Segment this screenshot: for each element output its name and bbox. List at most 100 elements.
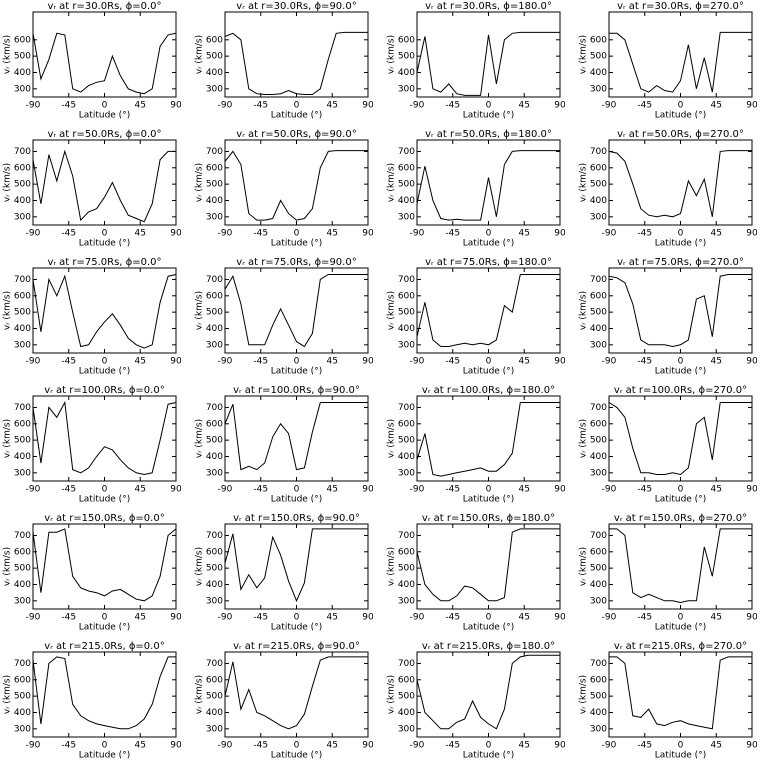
y-tick-label: 600 xyxy=(14,35,31,45)
x-tick-label: 90 xyxy=(362,613,374,623)
x-tick-label: 45 xyxy=(135,101,146,111)
data-line xyxy=(32,149,176,223)
x-tick-label: 0 xyxy=(678,741,684,751)
x-tick-label: 45 xyxy=(135,485,146,495)
x-tick-label: -45 xyxy=(253,357,268,367)
x-axis-label: Latitude (°) xyxy=(271,495,322,505)
x-tick-label: 0 xyxy=(678,229,684,239)
y-tick-label: 600 xyxy=(590,163,607,173)
plot-frame xyxy=(416,11,561,98)
x-tick-label: 45 xyxy=(327,229,338,239)
y-tick-label: 600 xyxy=(206,419,223,429)
chart-title: vᵣ at r=150.0Rs, ϕ=0.0° xyxy=(44,513,164,524)
y-tick-label: 300 xyxy=(14,468,31,478)
data-line xyxy=(416,528,560,602)
x-tick-label: 0 xyxy=(486,741,492,751)
data-line xyxy=(416,654,560,730)
x-tick-label: 0 xyxy=(294,485,300,495)
x-axis-label: Latitude (°) xyxy=(463,623,514,633)
x-tick-label: -45 xyxy=(253,741,268,751)
x-tick-label: 90 xyxy=(362,101,374,111)
x-tick-label: 0 xyxy=(678,485,684,495)
x-tick-label: -90 xyxy=(410,741,425,751)
data-line xyxy=(608,150,752,218)
data-line xyxy=(32,656,176,730)
y-tick-label: 700 xyxy=(206,403,223,413)
y-tick-label: 500 xyxy=(206,436,223,446)
x-tick-label: 0 xyxy=(486,101,492,111)
y-tick-label: 400 xyxy=(590,708,607,718)
x-tick-label: 90 xyxy=(554,357,566,367)
x-tick-label: 90 xyxy=(746,485,758,495)
y-tick-label: 500 xyxy=(590,692,607,702)
y-tick-label: 600 xyxy=(398,35,415,45)
y-tick-label: 600 xyxy=(206,547,223,557)
y-axis-label: vᵣ (km/s) xyxy=(195,675,205,714)
y-tick-label: 400 xyxy=(590,68,607,78)
x-tick-label: 90 xyxy=(746,101,758,111)
x-tick-label: 90 xyxy=(362,741,374,751)
y-axis-label: vᵣ (km/s) xyxy=(3,163,13,202)
y-tick-label: 500 xyxy=(398,180,415,190)
data-line xyxy=(416,150,560,221)
x-tick-label: -45 xyxy=(61,741,76,751)
y-axis-label: vᵣ (km/s) xyxy=(195,35,205,74)
y-tick-label: 300 xyxy=(206,468,223,478)
x-tick-label: 90 xyxy=(554,229,566,239)
x-tick-label: -45 xyxy=(637,229,652,239)
x-axis-label: Latitude (°) xyxy=(79,111,130,121)
y-tick-label: 400 xyxy=(590,196,607,206)
data-line xyxy=(609,528,752,604)
chart-title: vᵣ at r=150.0Rs, ϕ=180.0° xyxy=(422,513,555,524)
data-line xyxy=(32,32,177,95)
y-axis-label: vᵣ (km/s) xyxy=(195,547,205,586)
y-tick-label: 500 xyxy=(206,52,223,62)
data-line xyxy=(224,656,368,730)
y-tick-label: 500 xyxy=(590,436,607,446)
y-tick-label: 600 xyxy=(206,675,223,685)
data-line xyxy=(224,150,368,221)
y-tick-label: 300 xyxy=(398,596,415,606)
y-axis-label: vᵣ (km/s) xyxy=(195,419,205,458)
y-tick-label: 700 xyxy=(590,659,607,669)
y-axis-label: vᵣ (km/s) xyxy=(579,675,589,714)
y-tick-label: 500 xyxy=(398,308,415,318)
x-tick-label: -45 xyxy=(61,485,76,495)
y-tick-label: 400 xyxy=(398,708,415,718)
x-tick-label: -90 xyxy=(26,613,41,623)
y-axis-label: vᵣ (km/s) xyxy=(387,163,397,202)
x-tick-label: -90 xyxy=(218,101,233,111)
x-tick-label: -90 xyxy=(218,613,233,623)
x-tick-label: -45 xyxy=(61,229,76,239)
plot-frame xyxy=(608,651,753,738)
x-tick-label: 0 xyxy=(102,229,108,239)
x-tick-label: -90 xyxy=(218,485,233,495)
y-axis-label: vᵣ (km/s) xyxy=(579,419,589,458)
y-tick-label: 600 xyxy=(590,35,607,45)
y-tick-label: 600 xyxy=(206,35,223,45)
chart-title: vᵣ at r=215.0Rs, ϕ=270.0° xyxy=(614,641,747,652)
y-tick-label: 600 xyxy=(14,675,31,685)
y-tick-label: 300 xyxy=(398,84,415,94)
x-axis-label: Latitude (°) xyxy=(655,751,706,761)
x-tick-label: 45 xyxy=(135,357,146,367)
y-tick-label: 400 xyxy=(14,580,31,590)
y-tick-label: 700 xyxy=(398,403,415,413)
y-tick-label: 700 xyxy=(14,147,31,157)
data-line xyxy=(224,528,368,603)
chart-title: vᵣ at r=30.0Rs, ϕ=0.0° xyxy=(47,1,161,12)
x-tick-label: 90 xyxy=(746,229,758,239)
y-tick-label: 300 xyxy=(590,468,607,478)
y-tick-label: 500 xyxy=(14,180,31,190)
chart-title: vᵣ at r=75.0Rs, ϕ=270.0° xyxy=(617,257,744,268)
y-tick-label: 300 xyxy=(14,84,31,94)
y-tick-label: 500 xyxy=(206,180,223,190)
x-tick-label: 0 xyxy=(486,485,492,495)
y-tick-label: 600 xyxy=(206,291,223,301)
x-axis-label: Latitude (°) xyxy=(655,111,706,121)
x-tick-label: 0 xyxy=(102,485,108,495)
y-tick-label: 600 xyxy=(398,675,415,685)
y-tick-label: 600 xyxy=(14,419,31,429)
